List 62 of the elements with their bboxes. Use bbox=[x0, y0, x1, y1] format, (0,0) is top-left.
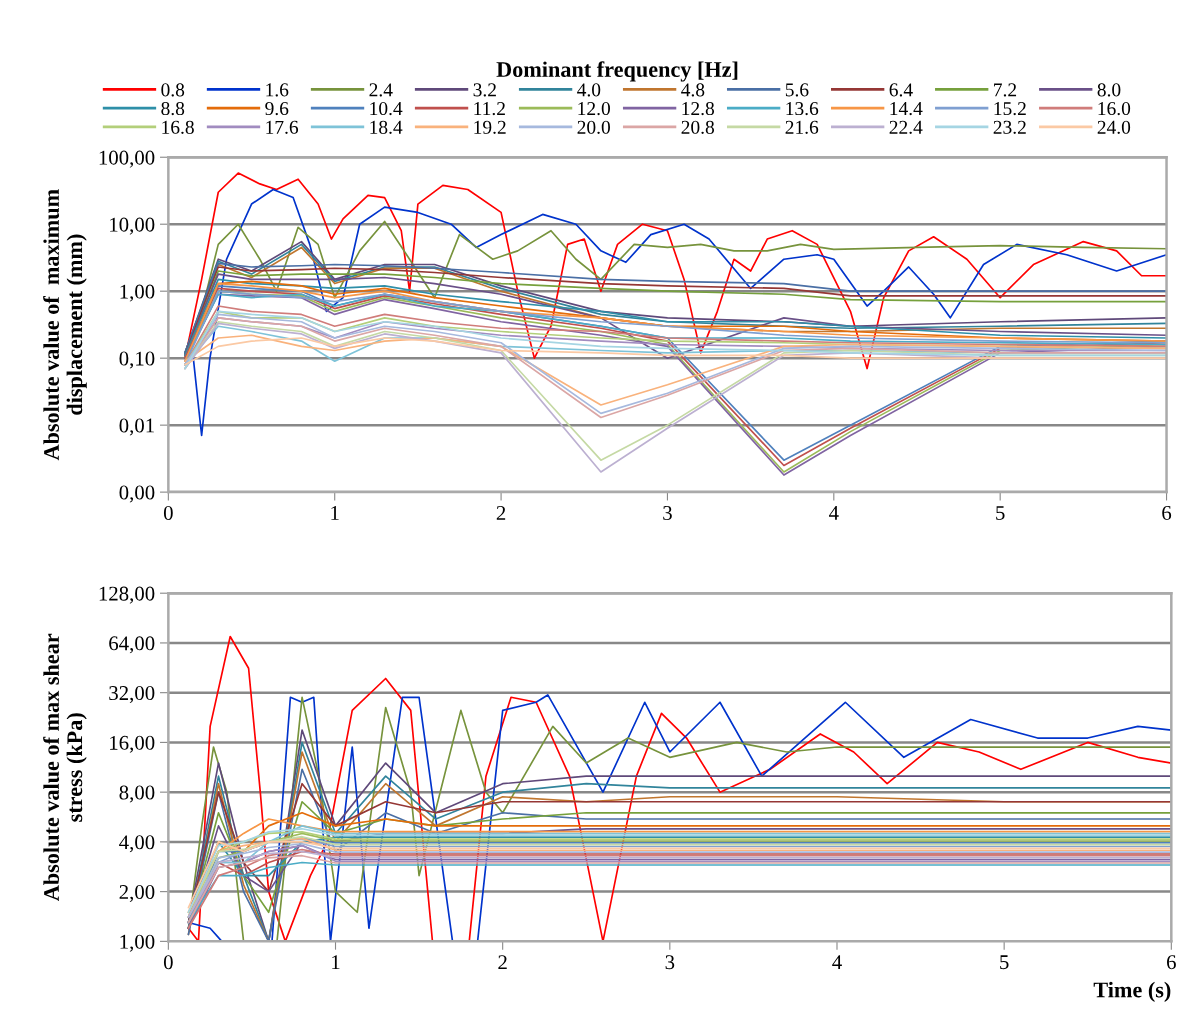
y-tick-label: 0,01 bbox=[119, 418, 154, 436]
y-tick-label: 16,00 bbox=[110, 735, 155, 753]
y-tick-label: 128,00 bbox=[99, 586, 155, 604]
y-tick-label: 8,00 bbox=[119, 785, 155, 803]
legend-label: 21.6 bbox=[785, 120, 819, 134]
y-tick-label: 100,00 bbox=[99, 150, 155, 168]
legend-label: 9.6 bbox=[265, 102, 289, 116]
y-axis-title: Absolute value of maximum displacement (mm) bbox=[43, 189, 87, 461]
x-tick-label: 1 bbox=[331, 506, 339, 520]
legend-label: 8.0 bbox=[1097, 83, 1121, 97]
x-tick-label: 5 bbox=[996, 506, 1005, 520]
legend-label: 6.4 bbox=[889, 83, 913, 97]
y-tick-label: 4,00 bbox=[119, 835, 155, 853]
x-tick-label: 3 bbox=[665, 955, 675, 970]
y-tick-label: 1,00 bbox=[120, 284, 155, 302]
legend-label: 23.2 bbox=[993, 120, 1026, 134]
legend-label: 17.6 bbox=[266, 120, 299, 134]
legend-label: 14.4 bbox=[890, 102, 923, 116]
legend-label: 12.8 bbox=[682, 101, 715, 116]
legend-label: 22.4 bbox=[889, 120, 923, 134]
legend-label: 7.2 bbox=[994, 83, 1017, 97]
legend-label: 19.2 bbox=[474, 120, 506, 134]
x-tick-label: 6 bbox=[1167, 955, 1176, 970]
y-tick-label: 0,10 bbox=[119, 351, 155, 369]
legend-label: 13.6 bbox=[786, 102, 819, 116]
legend-label: 20.0 bbox=[577, 120, 610, 134]
x-tick-label: 6 bbox=[1162, 505, 1172, 520]
legend-label: 16.8 bbox=[162, 120, 194, 134]
legend-label: 4.8 bbox=[681, 83, 705, 97]
x-tick-label: 4 bbox=[832, 955, 842, 970]
legend-label: 2.4 bbox=[369, 83, 393, 97]
x-tick-label: 5 bbox=[1000, 955, 1009, 970]
y-axis-title: Absolute value of max shear stress (kPa) bbox=[43, 633, 87, 902]
legend-label: 16.0 bbox=[1098, 101, 1131, 116]
x-tick-label: 0 bbox=[163, 505, 173, 520]
legend-label: 8.8 bbox=[161, 101, 185, 116]
x-tick-label: 1 bbox=[332, 955, 340, 970]
x-tick-label: 3 bbox=[663, 505, 672, 520]
x-axis-title: Time (s) bbox=[1093, 981, 1171, 1002]
y-tick-label: 1,00 bbox=[120, 934, 155, 952]
legend-label: 12.0 bbox=[578, 101, 610, 116]
legend-label: 24.0 bbox=[1097, 120, 1131, 134]
y-tick-label: 10,00 bbox=[110, 217, 155, 235]
legend-title: Dominant frequency [Hz] bbox=[496, 61, 738, 82]
x-tick-label: 4 bbox=[829, 506, 839, 520]
y-tick-label: 0,00 bbox=[119, 485, 155, 503]
x-tick-label: 2 bbox=[496, 505, 506, 520]
legend-label: 20.8 bbox=[681, 120, 715, 134]
legend-label: 11.2 bbox=[474, 102, 505, 116]
x-tick-label: 0 bbox=[163, 955, 173, 970]
y-tick-label: 2,00 bbox=[119, 885, 155, 903]
legend-label: 4.0 bbox=[577, 83, 601, 97]
x-tick-label: 2 bbox=[498, 955, 507, 970]
legend-label: 10.4 bbox=[370, 101, 403, 116]
legend-label: 0.8 bbox=[161, 83, 185, 97]
legend-label: 3.2 bbox=[473, 83, 496, 97]
legend-label: 5.6 bbox=[785, 83, 809, 97]
y-tick-label: 64,00 bbox=[109, 636, 155, 654]
legend-label: 15.2 bbox=[994, 102, 1026, 116]
y-tick-label: 32,00 bbox=[109, 686, 155, 704]
legend-label: 1.6 bbox=[266, 83, 289, 97]
legend-label: 18.4 bbox=[370, 120, 403, 134]
